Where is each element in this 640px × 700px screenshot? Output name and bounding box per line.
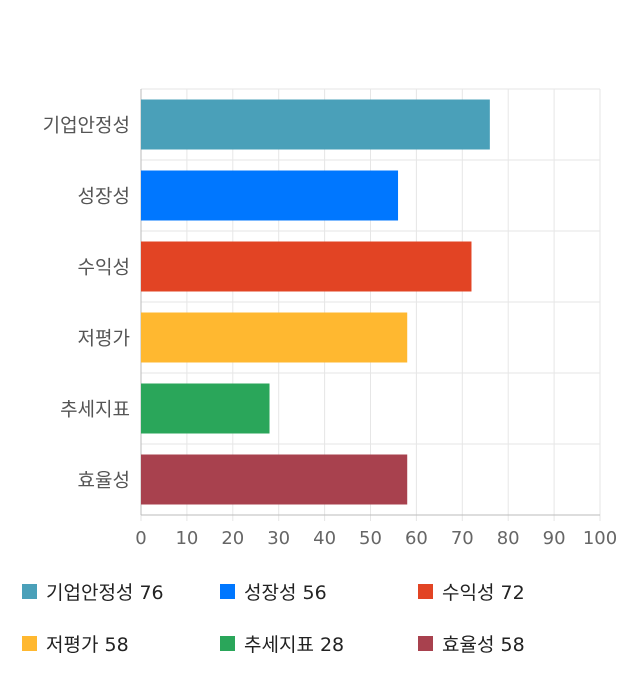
bar-chart: 0 10 20 30 40 50 60 70 80 90 100 기업안정성성장성수익성저평가추세지표… xyxy=(43,88,617,549)
legend-swatch xyxy=(22,584,37,599)
x-tick-label: 80 xyxy=(497,528,520,549)
bar-추세지표 xyxy=(141,383,270,434)
x-tick-label: 40 xyxy=(313,528,336,549)
legend-label: 수익성 72 xyxy=(442,582,525,604)
y-tick-label: 저평가 xyxy=(78,328,130,350)
y-tick-label: 수익성 xyxy=(78,257,130,279)
x-tick-label: 90 xyxy=(543,528,566,549)
y-tick-label: 성장성 xyxy=(78,186,130,208)
x-tick-label: 10 xyxy=(175,528,198,549)
bar-저평가 xyxy=(141,312,408,363)
legend-label: 효율성 58 xyxy=(442,634,525,656)
bar-성장성 xyxy=(141,170,399,221)
legend-label: 추세지표 28 xyxy=(244,634,345,656)
bar-수익성 xyxy=(141,241,472,292)
legend-label: 성장성 56 xyxy=(244,582,327,604)
legend-swatch xyxy=(220,584,235,599)
x-tick-label: 60 xyxy=(405,528,428,549)
bar-효율성 xyxy=(141,454,408,505)
y-tick-label: 기업안정성 xyxy=(43,115,130,137)
x-tick-label: 0 xyxy=(135,528,146,549)
legend-item[interactable]: 효율성 58 xyxy=(418,630,525,657)
x-tick-label: 20 xyxy=(221,528,244,549)
x-tick-label: 30 xyxy=(267,528,290,549)
legend-item[interactable]: 기업안정성 76 xyxy=(22,578,164,605)
legend-label: 저평가 58 xyxy=(46,634,129,656)
x-tick-label: 50 xyxy=(359,528,382,549)
x-tick-label: 70 xyxy=(451,528,474,549)
legend-swatch xyxy=(418,636,433,651)
legend-swatch xyxy=(220,636,235,651)
bar-기업안정성 xyxy=(141,99,490,150)
legend-item[interactable]: 성장성 56 xyxy=(220,578,327,605)
legend-item[interactable]: 저평가 58 xyxy=(22,630,129,657)
legend-item[interactable]: 추세지표 28 xyxy=(220,630,344,657)
legend-swatch xyxy=(22,636,37,651)
legend-swatch xyxy=(418,584,433,599)
legend-item[interactable]: 수익성 72 xyxy=(418,578,525,605)
x-tick-label: 100 xyxy=(583,528,617,549)
y-tick-label: 효율성 xyxy=(78,470,130,492)
y-tick-label: 추세지표 xyxy=(60,399,130,421)
legend-label: 기업안정성 76 xyxy=(46,582,164,604)
